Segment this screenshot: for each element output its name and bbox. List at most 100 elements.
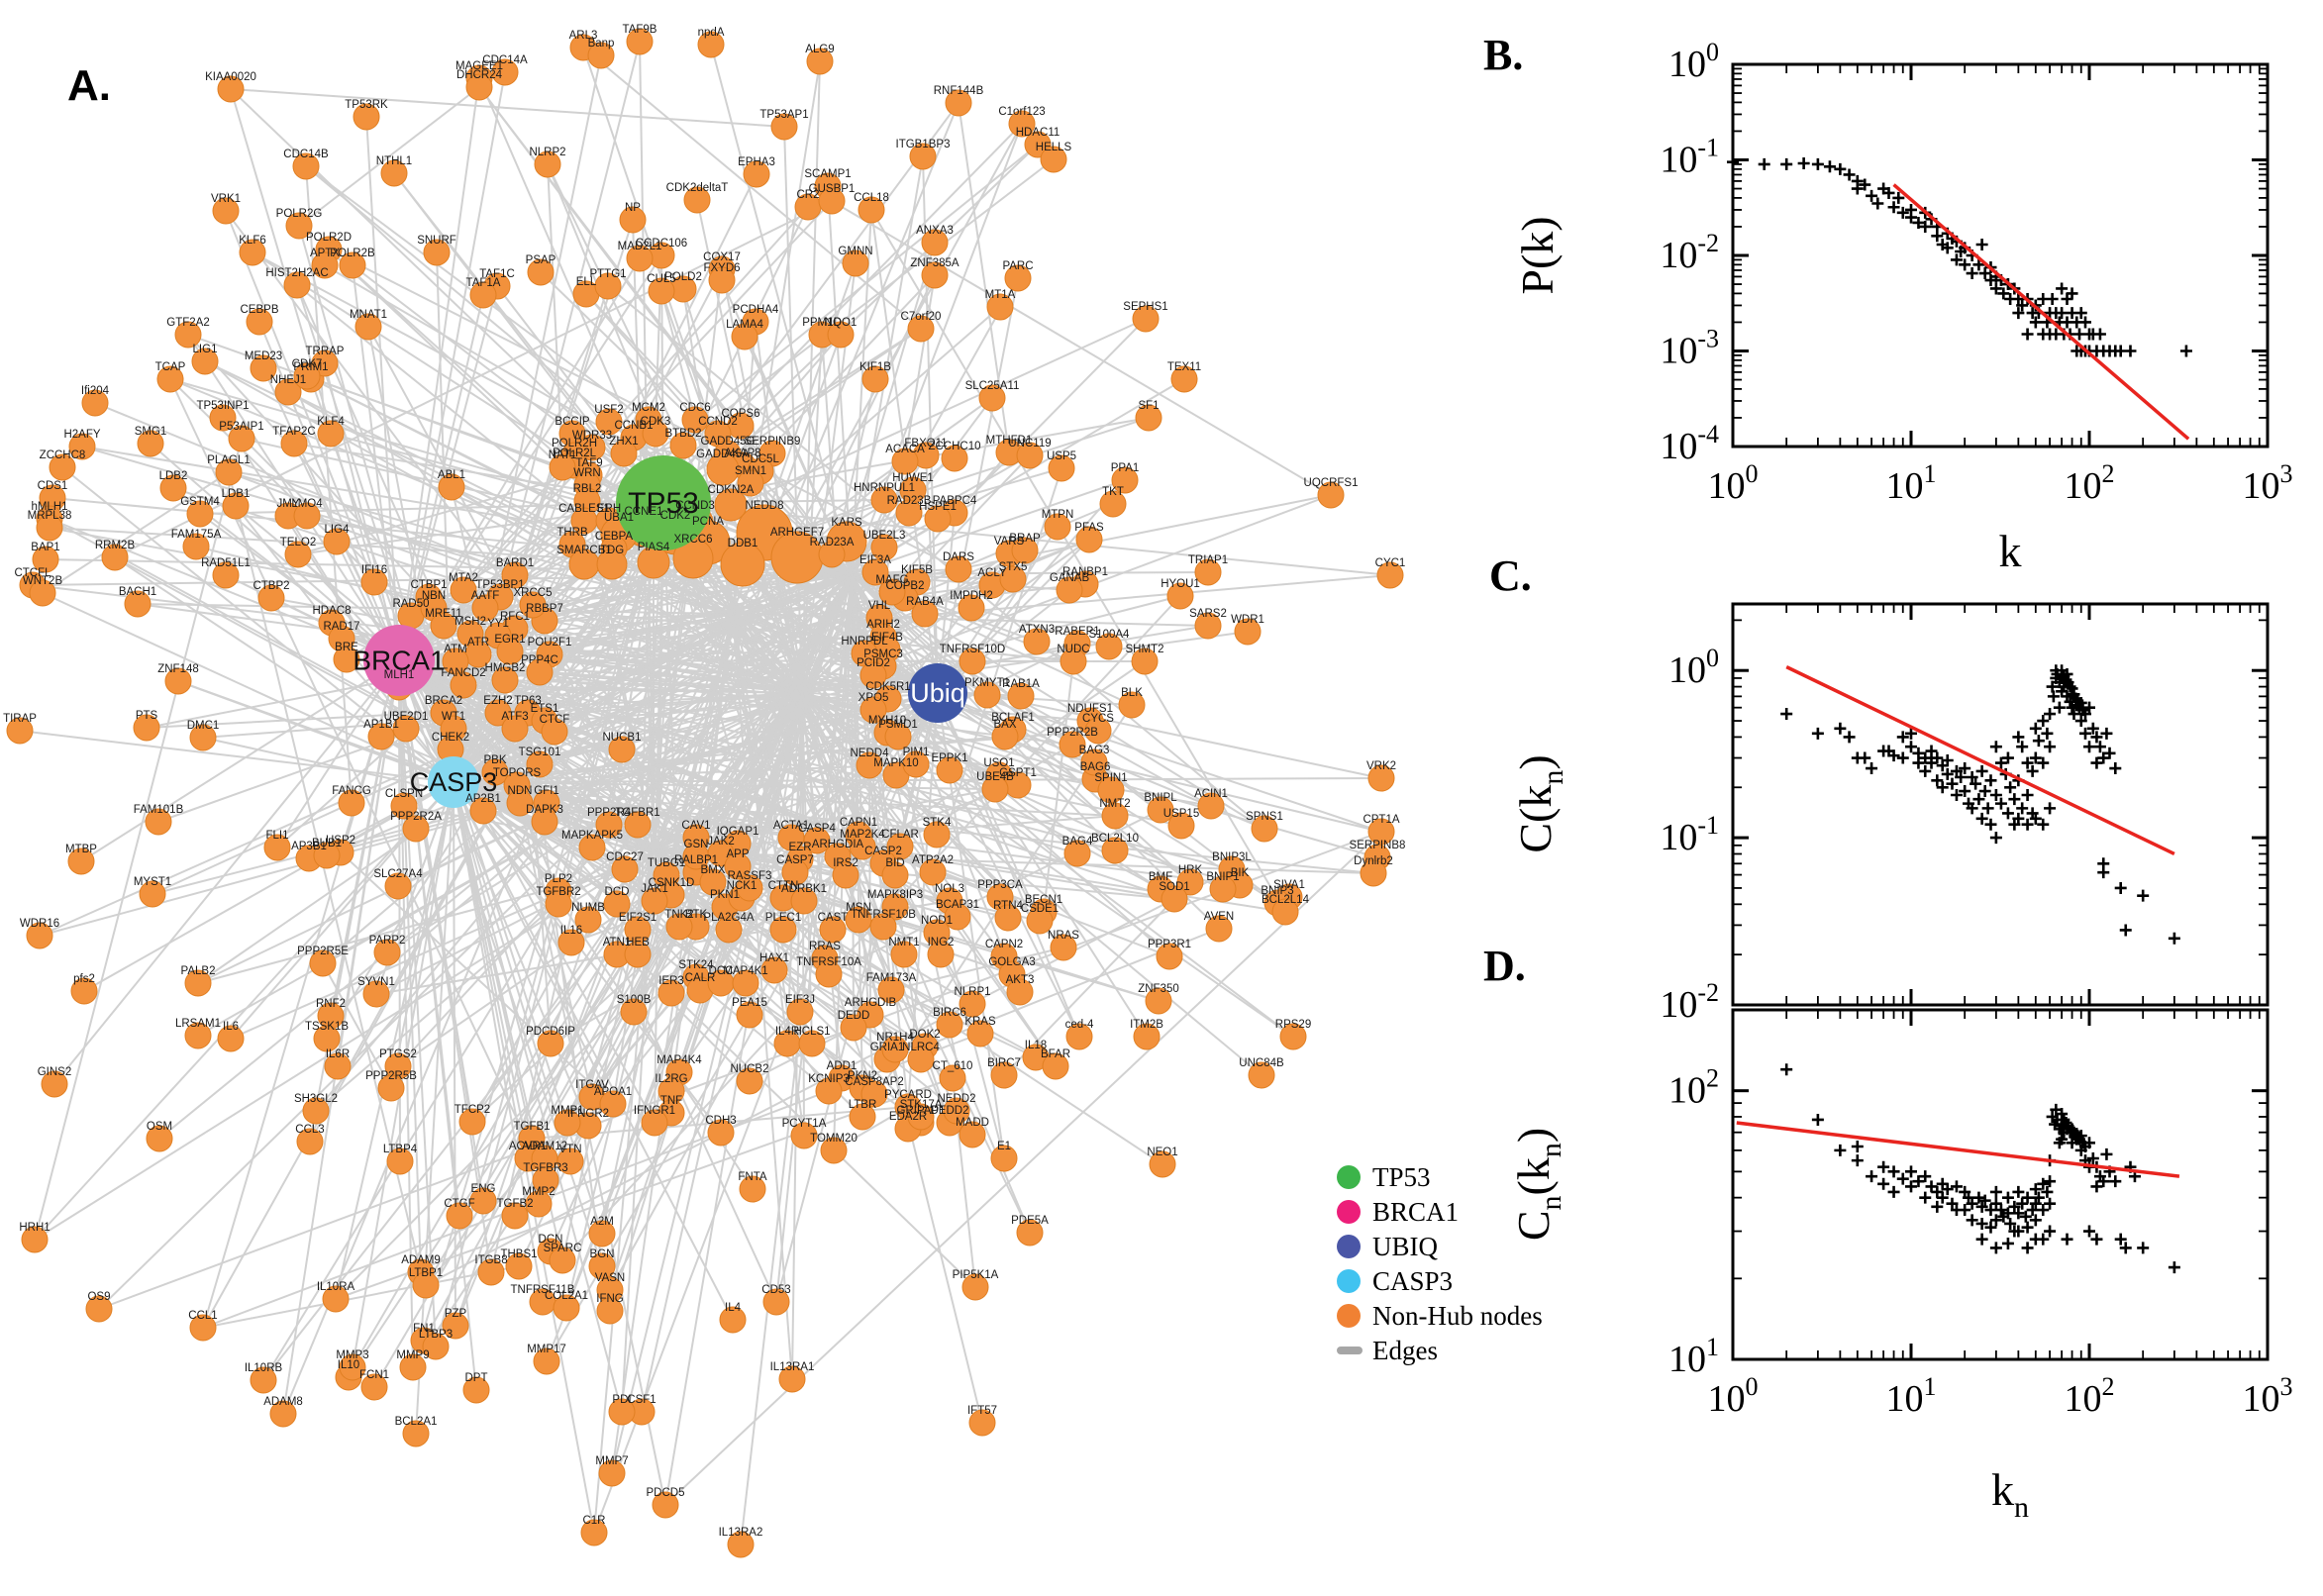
node-label: UQCRFS1	[1304, 477, 1359, 489]
node-label: CDK5R1	[865, 681, 910, 693]
network-node	[354, 313, 382, 341]
node-label: TFAP2C	[272, 426, 315, 438]
network-node	[1050, 934, 1077, 961]
node-label: CDC5L	[742, 453, 779, 465]
legend-item-label: CASP3	[1372, 1265, 1454, 1296]
panel-b-label: B.	[1483, 31, 1524, 79]
node-label: TKT	[1102, 486, 1124, 498]
node-label: MYST1	[134, 876, 171, 888]
network-node	[442, 648, 469, 675]
node-label: MTBP	[65, 844, 97, 855]
network-node	[81, 389, 109, 417]
axis-title: k	[1999, 526, 2022, 576]
node-label: ZCCHC8	[40, 449, 86, 461]
hub-node-brca1	[363, 625, 435, 696]
network-node	[146, 1125, 173, 1152]
axis-tick-label: 100	[1708, 459, 1759, 507]
hub-node-ubiq	[908, 663, 967, 723]
node-label: FNTA	[738, 1171, 767, 1183]
network-node	[945, 89, 972, 117]
network-node	[1007, 682, 1035, 710]
node-label: NCK1	[727, 880, 758, 892]
node-label: BMF	[1149, 871, 1172, 883]
node-label: BNIP3	[1261, 885, 1293, 897]
network-node	[1367, 818, 1395, 846]
node-label: PIAS4	[638, 542, 670, 553]
node-label: STK24	[678, 959, 714, 971]
node-label: VARS	[994, 536, 1025, 548]
network-node	[450, 576, 477, 604]
node-label: HAX1	[759, 952, 789, 964]
node-label: CSDE1	[1021, 903, 1059, 915]
node-label: SNURF	[417, 235, 456, 247]
node-label: DMC1	[187, 720, 220, 732]
network-node	[781, 858, 809, 886]
node-label: OSM	[147, 1121, 172, 1133]
legend-item-label: BRCA1	[1372, 1196, 1460, 1227]
node-label: TSSK1B	[305, 1021, 349, 1033]
node-label: TP53AP1	[759, 109, 808, 121]
node-label: CASP4	[798, 823, 836, 835]
node-label: TOMM20	[810, 1133, 858, 1145]
network-node	[861, 558, 889, 586]
node-label: GSTM4	[180, 496, 220, 508]
node-label: TCAP	[155, 361, 186, 373]
node-label: BCL2A1	[395, 1416, 438, 1428]
node-label: BARD1	[496, 557, 534, 569]
node-label: AP1B1	[363, 719, 399, 731]
node-label: IER3	[658, 975, 684, 987]
network-node	[554, 1109, 581, 1137]
node-label: POLR2D	[306, 232, 352, 244]
node-label: PALB2	[181, 965, 216, 977]
node-label: BIRC7	[987, 1057, 1021, 1069]
node-label: BAP1	[31, 542, 59, 553]
node-label: GUSBP1	[809, 183, 856, 195]
network-node	[909, 143, 937, 170]
network-node	[624, 811, 652, 839]
network-node	[973, 681, 1001, 709]
node-label: NEO1	[1147, 1147, 1177, 1158]
node-label: PLP2	[545, 873, 572, 885]
network-node	[246, 308, 273, 336]
node-label: MMP1	[551, 1105, 583, 1117]
node-label: NEDD4	[851, 748, 890, 759]
network-node	[1095, 633, 1123, 660]
network-node	[886, 833, 914, 860]
node-label: JAK2	[707, 836, 735, 848]
node-label: KLF6	[239, 235, 266, 247]
node-label: TOPORS	[493, 767, 542, 779]
node-label: PPP2R5E	[297, 946, 349, 957]
network-node	[1118, 691, 1146, 719]
axis-title: kn	[1991, 1464, 2029, 1524]
network-node	[986, 293, 1014, 321]
node-label: FCN1	[359, 1369, 389, 1381]
axis-tick-label: 101	[1668, 1333, 1719, 1380]
node-label: ZNF148	[157, 663, 199, 675]
network-node	[525, 1190, 553, 1218]
node-label: CCND2	[698, 416, 738, 428]
node-label: GADD45G	[701, 436, 756, 448]
node-label: USP2	[326, 835, 355, 847]
node-label: MT1A	[985, 289, 1016, 301]
node-label: TFCP2	[454, 1104, 490, 1116]
node-label: KIF1B	[859, 361, 891, 373]
node-label: GTF2A2	[166, 317, 209, 329]
network-node	[533, 1347, 560, 1375]
node-label: ATM	[444, 644, 466, 655]
network-node	[994, 904, 1022, 932]
node-label: S100B	[617, 994, 652, 1006]
node-label: TDG	[600, 545, 624, 556]
network-node	[945, 555, 972, 583]
node-label: PTS	[136, 710, 158, 722]
node-label: SEPHS1	[1123, 301, 1167, 313]
node-label: HNRPDL	[841, 636, 888, 648]
network-node	[594, 272, 622, 300]
node-label: STK17A	[900, 1099, 943, 1111]
node-label: SMARCB1	[556, 545, 612, 556]
node-label: ACVR1	[509, 1141, 547, 1152]
network-node	[652, 1491, 679, 1519]
node-label: RNF144B	[934, 85, 984, 97]
network-node	[884, 723, 912, 750]
